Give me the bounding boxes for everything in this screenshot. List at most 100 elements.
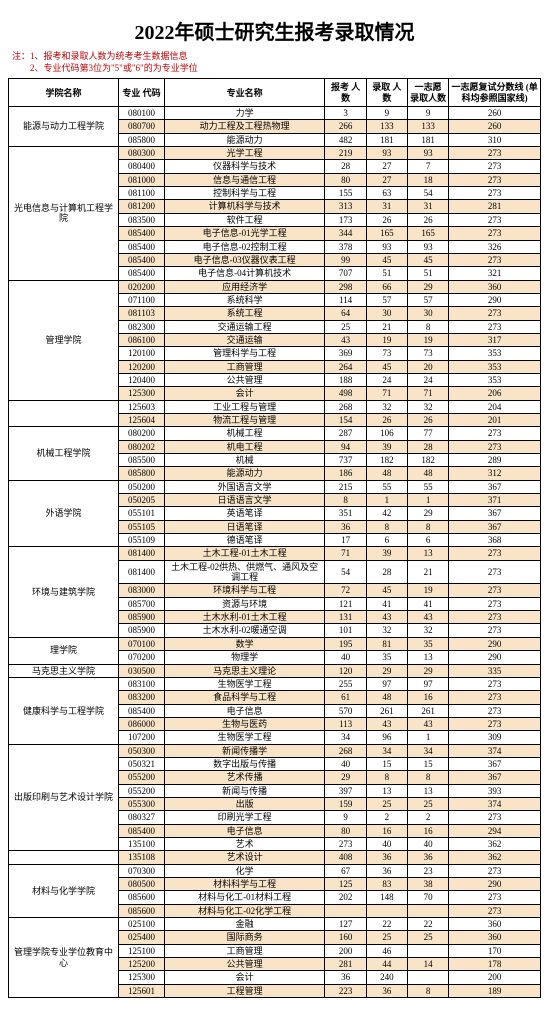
cell-major: 艺术设计 bbox=[164, 851, 325, 864]
cell-code: 055109 bbox=[119, 534, 165, 547]
cell-first: 34 bbox=[407, 744, 448, 757]
cell-apply: 94 bbox=[325, 440, 366, 453]
cell-apply: 408 bbox=[325, 851, 366, 864]
cell-code: 020200 bbox=[119, 280, 165, 293]
cell-code: 135108 bbox=[119, 851, 165, 864]
cell-code: 080300 bbox=[119, 147, 165, 160]
cell-major: 工业工程与管理 bbox=[164, 400, 325, 413]
cell-major: 土木工程-01土木工程 bbox=[164, 547, 325, 560]
th-apply: 报考 人数 bbox=[325, 79, 366, 107]
cell-admit: 45 bbox=[366, 360, 407, 373]
cell-code: 050205 bbox=[119, 494, 165, 507]
cell-apply: 397 bbox=[325, 784, 366, 797]
cell-score: 273 bbox=[449, 864, 541, 877]
cell-apply: 17 bbox=[325, 534, 366, 547]
cell-first: 25 bbox=[407, 931, 448, 944]
cell-score: 273 bbox=[449, 691, 541, 704]
cell-first: 9 bbox=[407, 107, 448, 120]
cell-admit: 93 bbox=[366, 147, 407, 160]
cell-apply: 707 bbox=[325, 267, 366, 280]
cell-first: 93 bbox=[407, 240, 448, 253]
cell-apply: 160 bbox=[325, 931, 366, 944]
cell-code: 120400 bbox=[119, 373, 165, 386]
cell-first: 43 bbox=[407, 717, 448, 730]
cell-code: 050321 bbox=[119, 757, 165, 770]
cell-admit: 73 bbox=[366, 347, 407, 360]
cell-major: 力学 bbox=[164, 107, 325, 120]
cell-first: 30 bbox=[407, 307, 448, 320]
cell-major: 电子信息-03仪器仪表工程 bbox=[164, 253, 325, 266]
cell-first: 45 bbox=[407, 253, 448, 266]
cell-first: 165 bbox=[407, 227, 448, 240]
cell-apply: 223 bbox=[325, 984, 366, 997]
cell-score: 201 bbox=[449, 413, 541, 426]
cell-first: 13 bbox=[407, 784, 448, 797]
cell-code: 120200 bbox=[119, 360, 165, 373]
table-row: 健康科学与工程学院083100生物医学工程2559797273 bbox=[9, 677, 541, 690]
cell-score: 273 bbox=[449, 584, 541, 597]
cell-score: 367 bbox=[449, 480, 541, 493]
cell-first: 18 bbox=[407, 173, 448, 186]
college-cell: 环境与建筑学院 bbox=[9, 547, 119, 637]
cell-first: 31 bbox=[407, 200, 448, 213]
cell-score: 289 bbox=[449, 454, 541, 467]
cell-score: 360 bbox=[449, 280, 541, 293]
cell-major: 工商管理 bbox=[164, 360, 325, 373]
cell-score: 335 bbox=[449, 664, 541, 677]
cell-apply: 255 bbox=[325, 677, 366, 690]
cell-first: 41 bbox=[407, 597, 448, 610]
cell-score: 321 bbox=[449, 267, 541, 280]
cell-admit: 39 bbox=[366, 547, 407, 560]
cell-code: 055200 bbox=[119, 784, 165, 797]
cell-score: 326 bbox=[449, 240, 541, 253]
cell-code: 085700 bbox=[119, 597, 165, 610]
cell-admit: 148 bbox=[366, 891, 407, 904]
table-row: 理学院070100数学1958135290 bbox=[9, 637, 541, 650]
table-row: 管理学院020200应用经济学2986629360 bbox=[9, 280, 541, 293]
cell-apply: 570 bbox=[325, 704, 366, 717]
cell-code: 085400 bbox=[119, 240, 165, 253]
cell-admit: 182 bbox=[366, 454, 407, 467]
cell-first bbox=[407, 944, 448, 957]
cell-major: 仪器科学与技术 bbox=[164, 160, 325, 173]
cell-major: 生物与医药 bbox=[164, 717, 325, 730]
cell-score: 367 bbox=[449, 507, 541, 520]
cell-apply bbox=[325, 904, 366, 917]
cell-score: 273 bbox=[449, 560, 541, 584]
cell-score: 200 bbox=[449, 971, 541, 984]
cell-first: 1 bbox=[407, 731, 448, 744]
cell-admit: 36 bbox=[366, 864, 407, 877]
cell-admit: 96 bbox=[366, 731, 407, 744]
cell-first: 32 bbox=[407, 400, 448, 413]
cell-major: 物理学 bbox=[164, 651, 325, 664]
cell-major: 艺术 bbox=[164, 837, 325, 850]
cell-code: 085400 bbox=[119, 253, 165, 266]
cell-apply: 131 bbox=[325, 611, 366, 624]
cell-code: 083100 bbox=[119, 677, 165, 690]
note-line: 注：1、报考和录取人数为统考考生数据信息 bbox=[12, 51, 541, 63]
table-row: 能源与动力工程学院080100力学399260 bbox=[9, 107, 541, 120]
cell-major: 电子信息-02控制工程 bbox=[164, 240, 325, 253]
cell-score: 362 bbox=[449, 851, 541, 864]
cell-admit: 26 bbox=[366, 213, 407, 226]
cell-major: 交通运输 bbox=[164, 333, 325, 346]
cell-first: 13 bbox=[407, 547, 448, 560]
table-row: 125603工业工程与管理2683232204 bbox=[9, 400, 541, 413]
cell-major: 艺术传播 bbox=[164, 771, 325, 784]
cell-admit: 43 bbox=[366, 611, 407, 624]
cell-score: 273 bbox=[449, 227, 541, 240]
cell-first: 57 bbox=[407, 293, 448, 306]
cell-apply: 28 bbox=[325, 160, 366, 173]
college-cell: 光电信息与计算机工程学院 bbox=[9, 147, 119, 280]
cell-first bbox=[407, 904, 448, 917]
cell-admit: 48 bbox=[366, 467, 407, 480]
th-major: 专业名称 bbox=[164, 79, 325, 107]
cell-first: 21 bbox=[407, 560, 448, 584]
cell-first: 8 bbox=[407, 984, 448, 997]
cell-major: 数字出版与传播 bbox=[164, 757, 325, 770]
cell-code: 080202 bbox=[119, 440, 165, 453]
cell-apply: 264 bbox=[325, 360, 366, 373]
cell-admit: 97 bbox=[366, 677, 407, 690]
cell-admit: 45 bbox=[366, 584, 407, 597]
cell-code: 070200 bbox=[119, 651, 165, 664]
